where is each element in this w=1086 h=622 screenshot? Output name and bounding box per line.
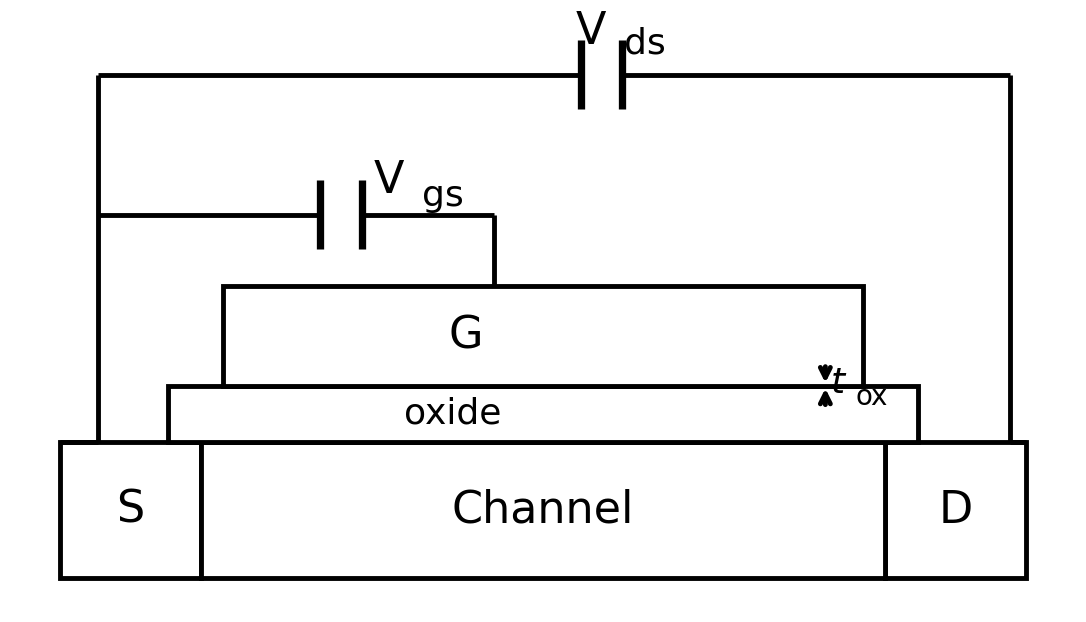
Text: D: D	[938, 488, 973, 532]
Text: t: t	[831, 366, 845, 399]
Bar	[223, 286, 863, 386]
Text: V: V	[576, 9, 606, 53]
Text: Channel: Channel	[452, 488, 634, 532]
Text: gs: gs	[422, 179, 464, 213]
Bar	[168, 386, 918, 442]
Text: G: G	[449, 314, 483, 358]
Bar	[201, 442, 885, 578]
Text: S: S	[116, 488, 144, 532]
Bar	[60, 442, 201, 578]
Text: ds: ds	[624, 27, 666, 60]
Text: V: V	[374, 159, 404, 202]
Bar	[885, 442, 1026, 578]
Text: ox: ox	[856, 383, 888, 411]
Text: oxide: oxide	[404, 397, 502, 430]
